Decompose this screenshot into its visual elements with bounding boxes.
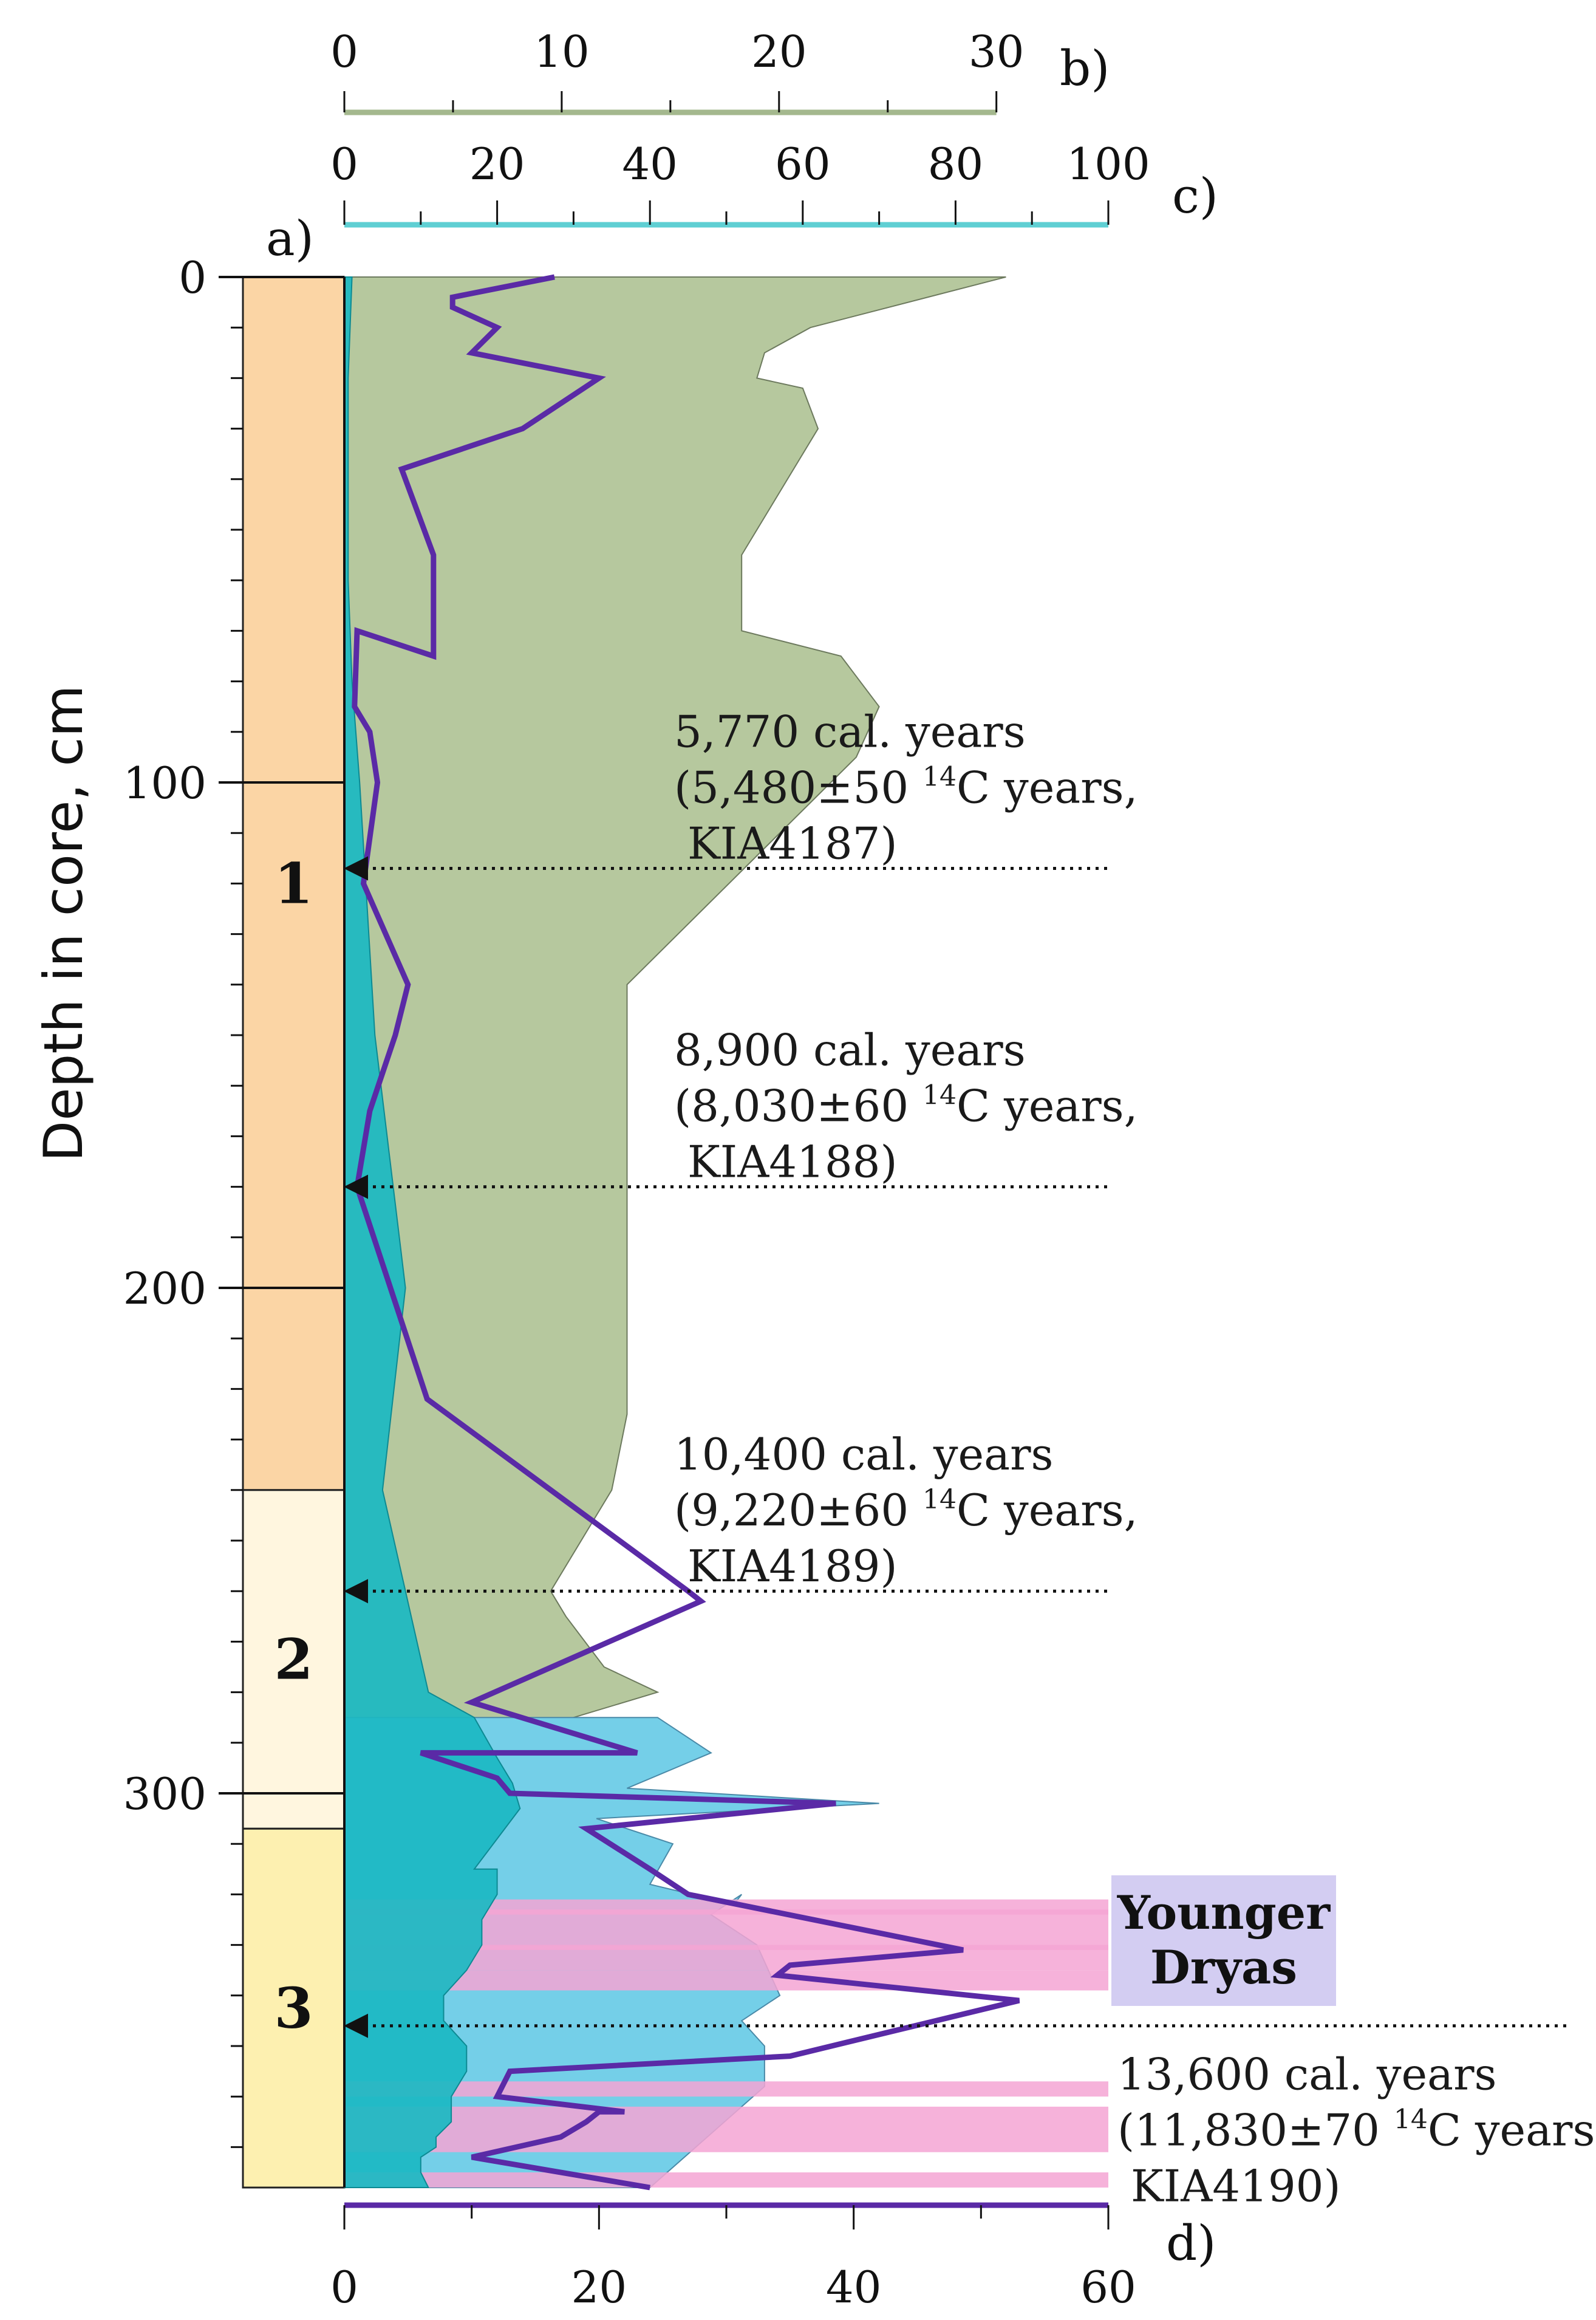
axis-d-tick-label: 40 <box>826 2262 882 2313</box>
axis-c-tick-label: 0 <box>330 139 358 190</box>
axis-c-tick-label: 20 <box>469 139 525 190</box>
radiocarbon-annotations: 5,770 cal. years(5,480±50 14C years,KIA4… <box>344 706 1596 2212</box>
annotation-lab-id: KIA4190) <box>1131 2161 1341 2212</box>
teal-area-layer <box>344 276 521 2189</box>
panel-label-b: b) <box>1060 40 1110 97</box>
annotation-arrowhead <box>344 1174 368 1199</box>
panel-label-c: c) <box>1172 168 1218 224</box>
annotation-date: 10,400 cal. years <box>674 1429 1053 1480</box>
annotation-arrowhead <box>344 856 368 881</box>
panel-label-d: d) <box>1166 2215 1216 2271</box>
depth-tick-label: 100 <box>123 758 206 809</box>
axis-b-tick-label: 10 <box>534 26 590 77</box>
younger-dryas-band <box>344 2172 1108 2188</box>
green-area-layer <box>344 276 1006 1743</box>
axis-d-tick-label: 60 <box>1080 2262 1136 2313</box>
annotation-c14: (11,830±70 14C years, <box>1117 2104 1596 2156</box>
annotation-lab-id: KIA4189) <box>687 1541 898 1592</box>
green-area <box>344 276 1006 1743</box>
axis-b-tick-label: 0 <box>330 26 358 77</box>
annotation-c14: (9,220±60 14C years, <box>674 1484 1138 1536</box>
zone-label-3: 3 <box>274 1976 313 2041</box>
annotation-lab-id: KIA4188) <box>687 1137 898 1188</box>
depth-tick-label: 0 <box>179 252 206 303</box>
younger-dryas-band <box>344 2081 1108 2097</box>
panel-label-a: a) <box>266 210 314 267</box>
depth-tick-label: 300 <box>123 1768 206 1819</box>
annotation-arrowhead <box>344 2013 368 2038</box>
annotation-date: 8,900 cal. years <box>674 1025 1026 1076</box>
axis-b-tick-label: 20 <box>751 26 807 77</box>
younger-dryas-line-1: Younger <box>1117 1886 1331 1940</box>
zone-label-1: 1 <box>274 850 313 916</box>
axis-d-tick-label: 20 <box>571 2262 627 2313</box>
purple-series-line <box>352 274 1020 2191</box>
axis-d-tick-label: 0 <box>330 2262 358 2313</box>
zone-3 <box>242 1827 346 2189</box>
axis-c-tick-label: 100 <box>1066 139 1150 190</box>
younger-dryas-band <box>344 1970 1108 1991</box>
annotation-c14: (5,480±50 14C years, <box>674 761 1138 813</box>
younger-dryas-box <box>1111 1875 1336 2006</box>
depth-tick-label: 200 <box>123 1263 206 1314</box>
teal-area <box>344 276 521 2189</box>
y-axis-label: Depth in core, cm <box>32 685 95 1162</box>
zone-strip: 1 2 3 <box>242 276 346 2189</box>
annotation-date: 5,770 cal. years <box>674 706 1026 757</box>
younger-dryas-line-2: Dryas <box>1150 1940 1297 1994</box>
annotation-lab-id: KIA4187) <box>687 818 898 869</box>
purple-line-layer <box>352 274 1020 2191</box>
axis-c-tick-label: 40 <box>622 139 678 190</box>
axis-b-tick-label: 30 <box>969 26 1025 77</box>
annotation-date: 13,600 cal. years <box>1117 2049 1496 2100</box>
annotation-arrowhead <box>344 1579 368 1604</box>
zone-2 <box>242 1489 346 1830</box>
zone-label-2: 2 <box>274 1627 313 1692</box>
younger-dryas-band <box>344 2106 1108 2152</box>
annotation-c14: (8,030±60 14C years, <box>674 1080 1138 1132</box>
axis-c-tick-label: 60 <box>775 139 831 190</box>
axis-c-tick-label: 80 <box>928 139 984 190</box>
